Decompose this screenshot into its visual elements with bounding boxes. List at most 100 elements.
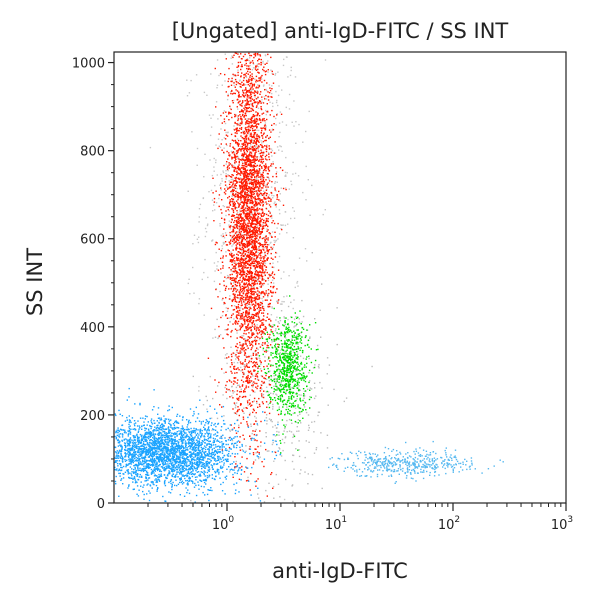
data-point [297,285,299,287]
data-point [276,194,278,196]
data-point [250,97,252,100]
data-point [255,209,257,211]
data-point [236,274,239,276]
data-point [265,266,267,268]
data-point [225,58,227,60]
data-point [226,362,228,365]
data-point [224,302,226,305]
data-point [240,249,243,252]
data-point [253,168,255,170]
data-point [247,336,249,338]
data-point [266,238,268,240]
data-point [275,167,277,169]
data-point [245,306,247,309]
data-point [249,236,251,238]
data-point [271,155,273,157]
data-point [267,333,269,335]
data-point [272,82,275,84]
data-point [243,203,245,205]
data-point [260,161,262,163]
data-point [262,396,265,399]
data-point [268,383,270,385]
data-point [228,162,230,164]
data-point [248,97,250,99]
data-point [262,137,264,139]
data-point [261,305,264,308]
data-point [265,207,267,210]
data-point [255,320,257,322]
data-points [114,52,504,503]
data-point [239,111,241,113]
data-point [248,173,251,176]
data-point [270,252,272,255]
data-point [267,60,269,62]
data-point [265,320,267,322]
data-point [256,281,259,283]
data-point [240,264,242,266]
data-point [240,182,243,184]
data-point [277,238,279,240]
data-point [258,332,261,334]
data-point [232,383,235,385]
data-point [230,181,233,183]
data-point [262,306,265,308]
data-point [285,377,287,380]
data-point [283,296,285,298]
data-point [254,153,256,155]
data-point [248,212,250,214]
data-point [241,466,243,468]
data-point [254,439,256,441]
data-point [253,125,255,128]
data-point [232,182,234,184]
data-point [243,235,245,238]
data-point [289,375,292,377]
data-point [260,441,262,443]
data-point [248,296,251,298]
data-point [269,290,272,292]
data-point [259,176,261,178]
data-point [258,168,261,170]
data-point [242,308,244,310]
data-point [253,85,255,87]
data-point [239,233,242,235]
data-point [315,447,318,449]
data-point [246,226,248,228]
data-point [282,224,284,226]
data-point [239,177,242,179]
data-point [254,382,256,385]
data-point [267,283,269,285]
data-point [250,160,252,162]
data-point [222,112,225,114]
data-point [238,251,240,253]
data-point [229,181,232,183]
data-point [277,321,279,323]
data-point [254,244,257,246]
data-point [222,241,225,244]
data-point [244,263,246,265]
data-point [234,185,236,187]
data-point [245,326,247,328]
data-point [205,231,208,233]
data-point [223,284,225,287]
data-point [249,319,251,321]
data-point [223,147,225,149]
data-point [276,171,278,173]
data-point [261,142,263,144]
data-point [225,384,227,387]
data-point [242,225,245,227]
data-point [312,367,315,369]
data-point [232,397,234,399]
data-point [250,91,253,93]
data-point [210,307,213,310]
data-point [235,432,238,434]
data-point [238,148,241,150]
data-point [253,326,255,328]
data-point [245,158,248,160]
data-point [263,260,265,262]
data-point [218,335,220,337]
data-point [269,276,271,278]
data-point [253,115,255,118]
data-point [237,329,240,331]
data-point [256,375,258,377]
